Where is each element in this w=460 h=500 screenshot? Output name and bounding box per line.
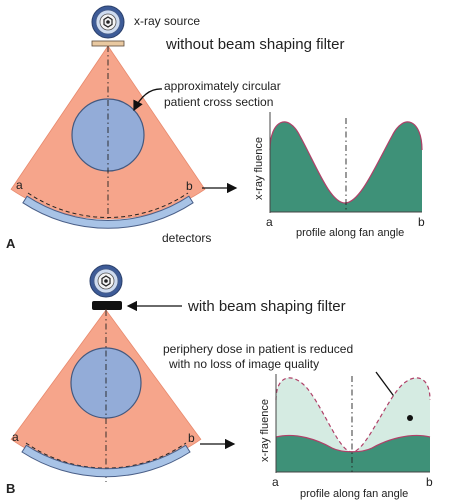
panel-a-letter: A (6, 236, 16, 251)
detectors-label: detectors (162, 231, 211, 245)
fluence-plot-a: x-ray fluence a b profile along fan angl… (253, 112, 425, 239)
collimator-plate (92, 41, 124, 46)
panel-b-letter: B (6, 481, 15, 496)
profile-label-b: profile along fan angle (300, 488, 408, 500)
source-label: x-ray source (134, 14, 200, 28)
without-filter-title: without beam shaping filter (165, 36, 344, 53)
xray-source-icon (92, 6, 124, 38)
note-line1: periphery dose in patient is reduced (163, 342, 353, 356)
note-line2: with no loss of image quality (168, 357, 319, 371)
label-b-left-b: b (188, 431, 195, 445)
panel-b: with beam shaping filter a b B periphery… (6, 265, 433, 500)
plot-a-left-label: a (266, 215, 273, 229)
circle-label-line2: patient cross section (164, 95, 273, 109)
fluence-axis-label-a: x-ray fluence (253, 137, 265, 200)
fluence-axis-label-b: x-ray fluence (259, 399, 271, 462)
panel-a: x-ray source without beam shaping filter… (6, 6, 425, 251)
fluence-plot-b: x-ray fluence a b profile along fan angl… (259, 374, 433, 500)
with-filter-title: with beam shaping filter (187, 298, 346, 315)
plot-a-right-label: b (418, 215, 425, 229)
profile-label-a: profile along fan angle (296, 227, 404, 239)
plot-b-right-label: b (426, 475, 433, 489)
note-callout-dot (407, 415, 413, 421)
filtered-fluence-area (276, 435, 430, 472)
label-b-left: b (186, 179, 193, 193)
circle-label-line1: approximately circular (164, 79, 281, 93)
xray-source-icon-b (90, 265, 122, 297)
plot-b-left-label: a (272, 475, 279, 489)
label-a-left-b: a (12, 430, 19, 444)
beam-shaping-filter (92, 301, 122, 310)
label-a-left: a (16, 178, 23, 192)
